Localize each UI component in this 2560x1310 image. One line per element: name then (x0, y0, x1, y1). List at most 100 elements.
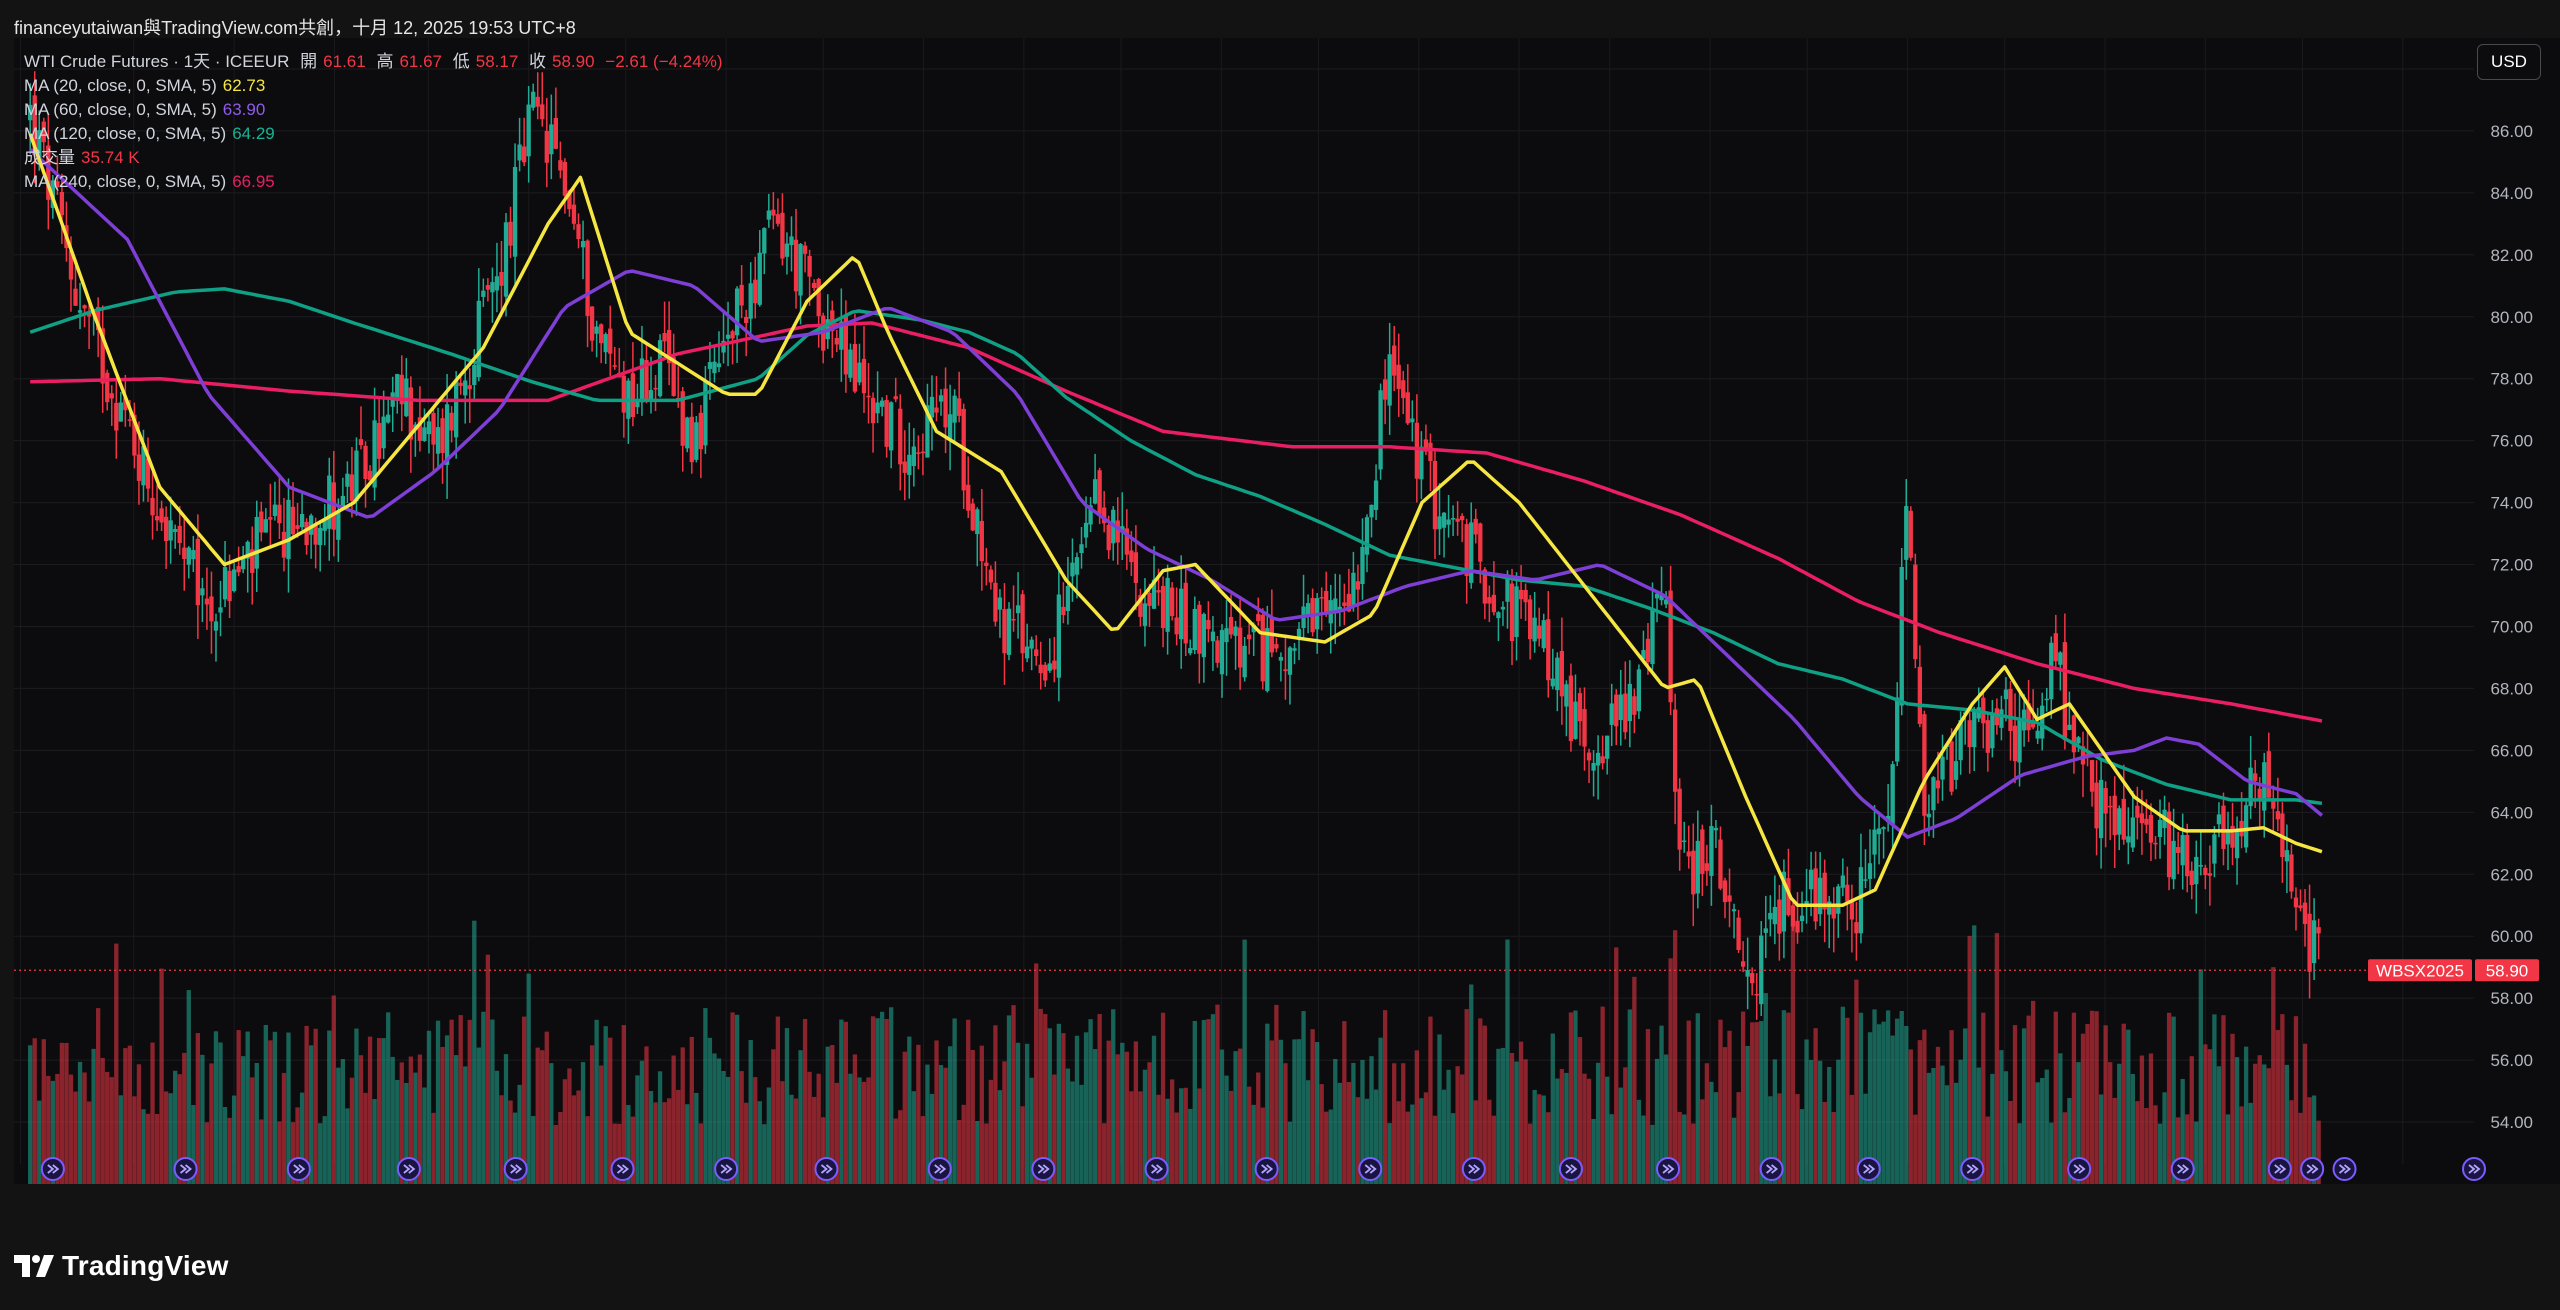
candle-body (1740, 961, 1746, 967)
volume-bar (802, 1018, 808, 1184)
volume-bar (1446, 1069, 1451, 1184)
candle-body (734, 288, 740, 336)
volume-bar (1750, 1022, 1755, 1184)
candle-body (1818, 877, 1823, 915)
volume-bar (1827, 1066, 1832, 1184)
volume-bar (1247, 1086, 1252, 1184)
volume-bar (1038, 1008, 1043, 1184)
volume-bar (345, 1108, 350, 1184)
volume-bar (2108, 1062, 2113, 1184)
candle-body (37, 130, 42, 163)
indicator-ma20[interactable]: MA (20, close, 0, SMA, 5) 62.73 (24, 74, 729, 98)
candle-body (159, 508, 164, 523)
price-scale[interactable] (2474, 38, 2560, 1184)
volume-bar (1310, 1029, 1315, 1184)
indicator-label: MA (240, close, 0, SMA, 5) (24, 172, 227, 191)
volume-bar (2221, 1015, 2226, 1184)
volume-bar (1514, 1061, 1519, 1184)
volume-bar (145, 1113, 151, 1184)
candle-body (426, 421, 432, 435)
volume-bar (1881, 1021, 1886, 1184)
volume-bar (1546, 1112, 1551, 1184)
candle-body (2012, 725, 2018, 762)
candle-body (376, 422, 382, 459)
candle-body (77, 310, 83, 313)
volume-bar (1550, 1033, 1555, 1184)
candle-body (213, 621, 219, 631)
volume-bar (2302, 1043, 2308, 1184)
volume-bar (2275, 1030, 2280, 1184)
volume-bar (132, 1096, 137, 1184)
candle-body (1867, 863, 1873, 879)
indicator-ma240[interactable]: MA (240, close, 0, SMA, 5) 66.95 (24, 170, 729, 194)
volume-bar (635, 1075, 640, 1184)
volume-bar (2044, 1069, 2049, 1184)
candle-body (2117, 808, 2122, 835)
volume-bar (404, 1082, 409, 1184)
y-tick-label: 66.00 (2490, 741, 2533, 760)
volume-bar (1215, 1004, 1220, 1184)
volume-bar (2121, 1023, 2126, 1184)
candle-body (395, 374, 400, 401)
candle-body (567, 190, 572, 210)
volume-bar (1523, 1059, 1528, 1184)
candle-body (798, 243, 803, 296)
candle-body (2008, 688, 2013, 731)
volume-bar (1169, 1079, 1175, 1184)
candle-body (304, 521, 309, 546)
tradingview-logo[interactable]: TradingView (14, 1250, 229, 1282)
candle-body (1745, 970, 1750, 977)
volume-bar (1682, 1114, 1687, 1184)
volume-bar (916, 1044, 921, 1184)
candle-body (2289, 854, 2294, 892)
volume-bar (100, 1057, 105, 1184)
candle-body (1174, 617, 1179, 635)
volume-bar (925, 1064, 930, 1184)
volume-bar (2212, 1014, 2217, 1184)
event-marker-glyph (1151, 1164, 1164, 1174)
volume-bar (898, 1110, 903, 1184)
candle-body (154, 516, 160, 521)
candle-body (241, 556, 246, 570)
symbol-row[interactable]: WTI Crude Futures · 1天 · ICEEUR 開 61.61 高… (24, 50, 729, 74)
candle-body (186, 547, 191, 565)
event-marker-glyph (1037, 1164, 1050, 1174)
volume-bar (843, 1021, 849, 1184)
candle-body (694, 422, 699, 460)
candle-body (1514, 586, 1519, 638)
candle-body (2112, 795, 2117, 836)
volume-bar (444, 1035, 450, 1184)
volume-bar (1790, 923, 1796, 1184)
volume-bar (512, 1112, 518, 1184)
candle-body (2212, 834, 2217, 864)
volume-bar (28, 1045, 33, 1184)
indicator-ma120[interactable]: MA (120, close, 0, SMA, 5) 64.29 (24, 122, 729, 146)
candle-body (458, 382, 463, 386)
candle-body (123, 397, 128, 411)
volume-bar (82, 1072, 87, 1184)
candle-body (1133, 552, 1139, 583)
volume-bar (1885, 1010, 1891, 1184)
volume-bar (1469, 984, 1474, 1184)
indicator-ma60[interactable]: MA (60, close, 0, SMA, 5) 63.90 (24, 98, 729, 122)
candle-body (1192, 608, 1197, 651)
volume-bar (1351, 1062, 1356, 1184)
currency-button[interactable]: USD (2477, 44, 2541, 80)
candle-body (1432, 461, 1438, 530)
candle-body (852, 344, 858, 392)
volume-bar (612, 1123, 617, 1184)
candle-body (1777, 899, 1782, 934)
candle-body (1437, 516, 1442, 530)
indicator-volume[interactable]: 成交量 35.74 K (24, 146, 729, 170)
volume-bar (1527, 1123, 1533, 1184)
volume-bar (1600, 1006, 1605, 1184)
volume-bar (1056, 1023, 1062, 1184)
candle-body (739, 284, 744, 306)
candle-body (145, 458, 151, 489)
volume-bar (2266, 1068, 2271, 1184)
volume-bar (1663, 1054, 1669, 1184)
volume-bar (259, 1119, 264, 1184)
indicator-value: 64.29 (232, 124, 275, 143)
candle-body (1636, 669, 1642, 712)
